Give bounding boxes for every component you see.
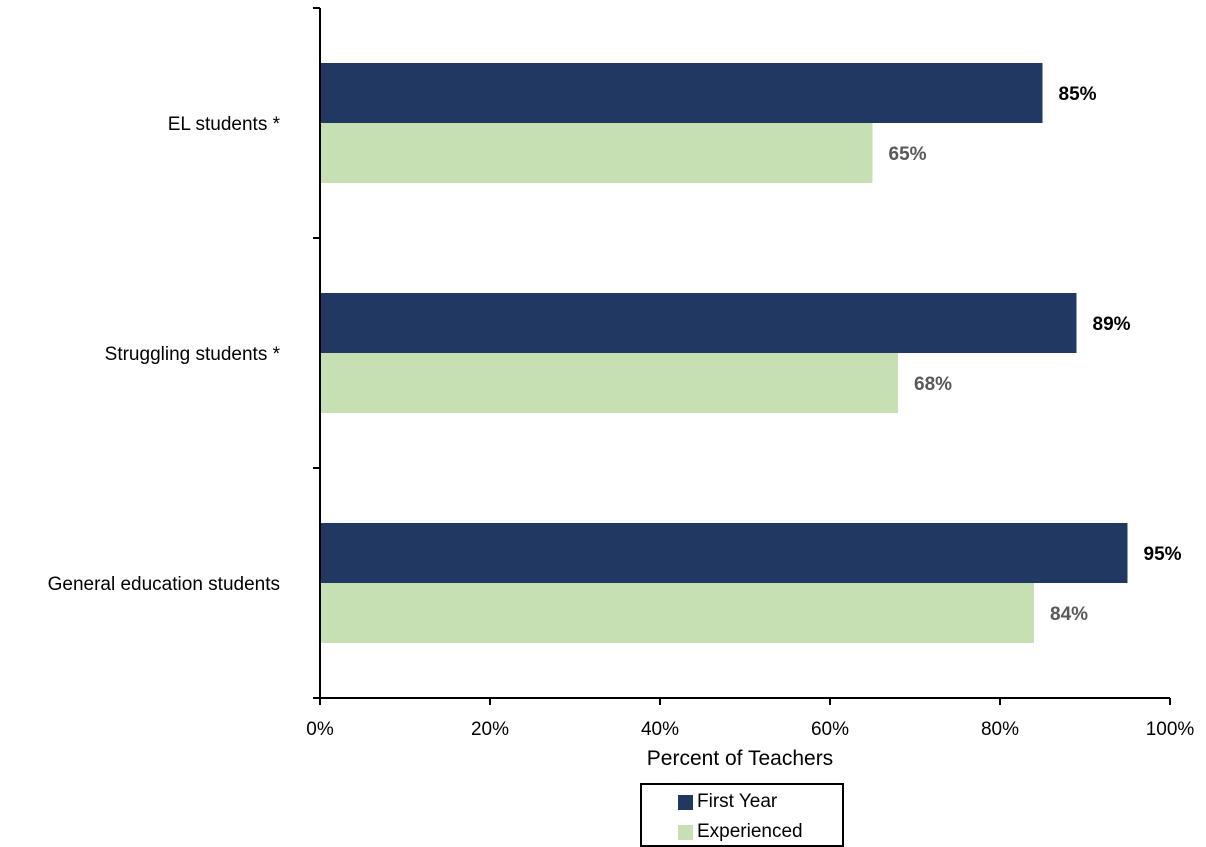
category-label-el-students: EL students *	[168, 114, 281, 135]
x-tick-label: 100%	[1146, 719, 1195, 740]
x-tick-label: 80%	[981, 719, 1019, 740]
bar-chart: 85% 65% 89% 68% 95% 84% EL students * Struggli…	[48, 7, 1195, 770]
bar-experienced-el-students	[320, 123, 873, 183]
data-labels-layer: 85% 65% 89% 68% 95% 84%	[889, 84, 1182, 625]
data-label-experienced-general-education-students: 84%	[1050, 604, 1088, 625]
x-tick-label: 40%	[641, 719, 679, 740]
data-label-experienced-el-students: 65%	[889, 144, 927, 165]
legend-item-experienced: Experienced	[678, 821, 803, 843]
x-tick-label: 0%	[306, 719, 334, 740]
data-label-first-year-general-education-students: 95%	[1144, 544, 1182, 565]
data-label-first-year-struggling-students: 89%	[1093, 314, 1131, 335]
category-label-struggling-students: Struggling students *	[105, 344, 281, 365]
bar-first-year-struggling-students	[320, 293, 1077, 353]
legend-item-first-year: First Year	[678, 791, 777, 813]
data-label-first-year-el-students: 85%	[1059, 84, 1097, 105]
legend-swatch-first-year	[678, 794, 693, 810]
legend-label-experienced: Experienced	[697, 821, 803, 842]
bar-experienced-struggling-students	[320, 353, 898, 413]
bar-first-year-el-students	[320, 63, 1043, 123]
bar-first-year-general-education-students	[320, 523, 1128, 583]
x-axis-title: Percent of Teachers	[647, 747, 833, 770]
axes-layer: EL students * Struggling students * Genera…	[48, 7, 1195, 740]
legend-swatch-experienced	[678, 824, 693, 840]
bars-layer	[320, 63, 1128, 643]
data-label-experienced-struggling-students: 68%	[914, 374, 952, 395]
x-tick-label: 60%	[811, 719, 849, 740]
category-label-general-education-students: General education students	[48, 574, 280, 595]
bar-experienced-general-education-students	[320, 583, 1034, 643]
legend-label-first-year: First Year	[697, 791, 778, 812]
legend: First Year Experienced	[640, 783, 844, 847]
x-tick-label: 20%	[471, 719, 509, 740]
